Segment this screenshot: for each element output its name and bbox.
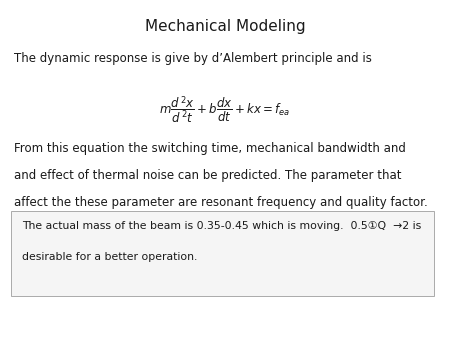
FancyBboxPatch shape	[11, 211, 434, 296]
Text: From this equation the switching time, mechanical bandwidth and: From this equation the switching time, m…	[14, 142, 405, 155]
Text: affect the these parameter are resonant frequency and quality factor.: affect the these parameter are resonant …	[14, 196, 427, 209]
Text: The actual mass of the beam is 0.35-0.45 which is moving.  0.5①Q  →2 is: The actual mass of the beam is 0.35-0.45…	[22, 221, 422, 232]
Text: The dynamic response is give by d’Alembert principle and is: The dynamic response is give by d’Alembe…	[14, 52, 371, 65]
Text: Mechanical Modeling: Mechanical Modeling	[145, 19, 305, 33]
Text: and effect of thermal noise can be predicted. The parameter that: and effect of thermal noise can be predi…	[14, 169, 401, 182]
Text: $m\dfrac{d^{\,2}x}{d^{\,2}t} + b\dfrac{dx}{dt} + kx = f_{ea}$: $m\dfrac{d^{\,2}x}{d^{\,2}t} + b\dfrac{d…	[159, 95, 291, 126]
Text: desirable for a better operation.: desirable for a better operation.	[22, 252, 198, 262]
